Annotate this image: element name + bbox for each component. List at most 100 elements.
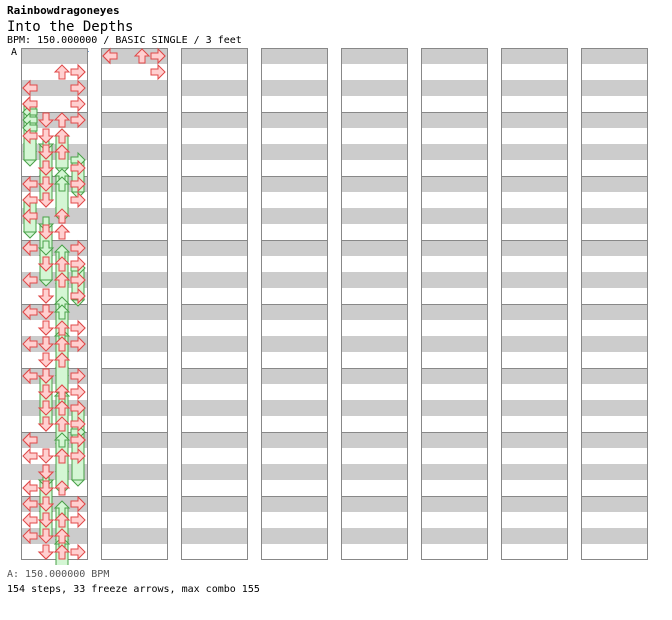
beat-stripe bbox=[421, 272, 488, 288]
beat-stripe bbox=[581, 528, 648, 544]
beat-stripe bbox=[341, 240, 408, 256]
left-arrow bbox=[22, 191, 38, 209]
beat-stripe bbox=[581, 368, 648, 384]
left-arrow bbox=[22, 303, 38, 321]
beat-stripe bbox=[261, 304, 328, 320]
left-arrow bbox=[22, 127, 38, 145]
beat-stripe bbox=[181, 528, 248, 544]
beat-stripe bbox=[101, 208, 168, 224]
beat-stripe bbox=[341, 304, 408, 320]
up-arrow bbox=[53, 512, 71, 528]
down-arrow bbox=[37, 400, 55, 416]
beat-stripe bbox=[181, 208, 248, 224]
right-arrow bbox=[70, 447, 86, 465]
left-arrow bbox=[22, 95, 38, 113]
beat-stripe bbox=[501, 208, 568, 224]
up-arrow bbox=[53, 448, 71, 464]
down-arrow bbox=[37, 224, 55, 240]
beat-stripe bbox=[421, 496, 488, 512]
beat-stripe bbox=[101, 272, 168, 288]
left-arrow bbox=[22, 335, 38, 353]
beat-stripe bbox=[501, 272, 568, 288]
down-arrow bbox=[37, 288, 55, 304]
beat-stripe bbox=[581, 336, 648, 352]
down-arrow bbox=[37, 448, 55, 464]
beat-stripe bbox=[581, 208, 648, 224]
down-arrow bbox=[37, 336, 55, 352]
beat-stripe bbox=[21, 368, 88, 384]
right-arrow bbox=[70, 287, 86, 305]
beat-stripe bbox=[421, 80, 488, 96]
right-arrow bbox=[70, 399, 86, 417]
beat-stripe bbox=[421, 400, 488, 416]
beat-stripe bbox=[421, 240, 488, 256]
left-arrow bbox=[22, 207, 38, 225]
left-arrow bbox=[22, 239, 38, 257]
beat-stripe bbox=[101, 240, 168, 256]
up-arrow bbox=[53, 208, 71, 224]
beat-stripe bbox=[101, 112, 168, 128]
freeze-arrow-head bbox=[37, 240, 55, 256]
right-arrow bbox=[70, 367, 86, 385]
beat-stripe bbox=[421, 464, 488, 480]
right-arrow bbox=[70, 415, 86, 433]
beat-stripe bbox=[421, 432, 488, 448]
left-arrow bbox=[22, 175, 38, 193]
beat-stripe bbox=[101, 368, 168, 384]
up-arrow bbox=[53, 256, 71, 272]
left-arrow bbox=[22, 527, 38, 545]
beat-stripe bbox=[501, 368, 568, 384]
beat-stripe bbox=[581, 80, 648, 96]
down-arrow bbox=[37, 544, 55, 560]
beat-stripe bbox=[421, 48, 488, 64]
beat-stripe bbox=[501, 432, 568, 448]
right-arrow bbox=[150, 63, 166, 81]
beat-stripe bbox=[101, 176, 168, 192]
up-arrow bbox=[53, 416, 71, 432]
down-arrow bbox=[37, 304, 55, 320]
left-arrow bbox=[22, 511, 38, 529]
beat-stripe bbox=[421, 336, 488, 352]
up-arrow bbox=[53, 384, 71, 400]
beat-stripe bbox=[181, 368, 248, 384]
left-arrow bbox=[22, 79, 38, 97]
down-arrow bbox=[37, 464, 55, 480]
beat-stripe bbox=[421, 112, 488, 128]
right-arrow bbox=[150, 47, 166, 65]
freeze-arrow-head bbox=[53, 304, 71, 320]
chart-info: BPM: 150.000000 / BASIC SINGLE / 3 feet bbox=[7, 35, 242, 46]
down-arrow bbox=[37, 384, 55, 400]
beat-stripe bbox=[501, 528, 568, 544]
beat-stripe bbox=[341, 48, 408, 64]
down-arrow bbox=[37, 256, 55, 272]
step-chart bbox=[21, 47, 648, 565]
down-arrow bbox=[37, 496, 55, 512]
left-arrow bbox=[102, 47, 118, 65]
beat-stripe bbox=[261, 272, 328, 288]
beat-stripe bbox=[421, 304, 488, 320]
right-arrow bbox=[70, 495, 86, 513]
beat-stripe bbox=[181, 144, 248, 160]
beat-stripe bbox=[261, 112, 328, 128]
freeze-arrow-tail bbox=[22, 159, 38, 167]
beat-stripe bbox=[101, 304, 168, 320]
beat-stripe bbox=[501, 240, 568, 256]
beat-stripe bbox=[581, 240, 648, 256]
beat-stripe bbox=[261, 368, 328, 384]
up-arrow bbox=[53, 528, 71, 544]
beat-stripe bbox=[261, 144, 328, 160]
down-arrow bbox=[37, 320, 55, 336]
beat-stripe bbox=[101, 144, 168, 160]
left-arrow bbox=[22, 271, 38, 289]
right-arrow bbox=[70, 255, 86, 273]
beat-stripe bbox=[261, 528, 328, 544]
beat-stripe bbox=[581, 304, 648, 320]
right-arrow bbox=[70, 175, 86, 193]
down-arrow bbox=[37, 528, 55, 544]
beat-stripe bbox=[261, 240, 328, 256]
beat-stripe bbox=[341, 400, 408, 416]
beat-stripe bbox=[181, 464, 248, 480]
beat-stripe bbox=[341, 112, 408, 128]
beat-stripe bbox=[21, 48, 88, 64]
beat-stripe bbox=[421, 176, 488, 192]
